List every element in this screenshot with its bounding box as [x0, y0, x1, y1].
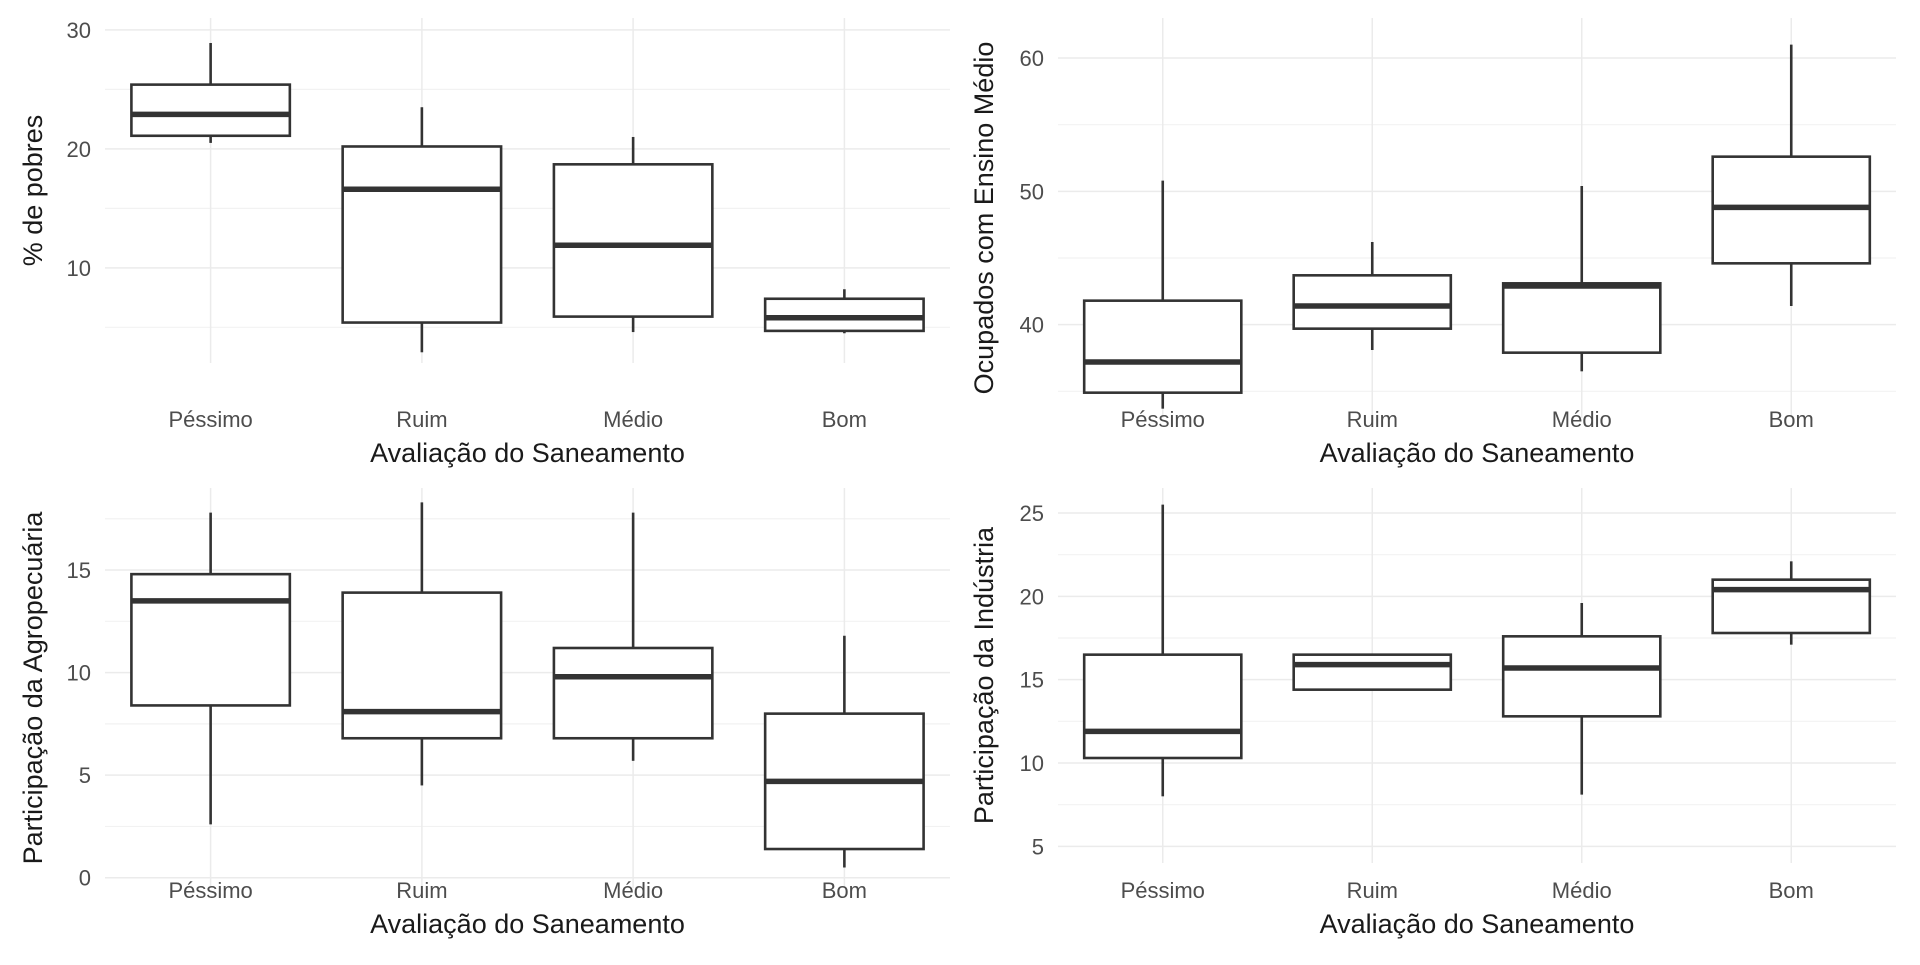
- box-bom: [1711, 44, 1872, 306]
- x-tick-label: Médio: [603, 407, 663, 432]
- x-axis-title: Avaliação do Saneamento: [370, 438, 685, 468]
- y-axis-title: % de pobres: [18, 115, 48, 267]
- y-tick-label: 15: [67, 558, 91, 583]
- box-iqr: [341, 591, 503, 740]
- x-axis-title: Avaliação do Saneamento: [1320, 909, 1635, 939]
- x-tick-label: Bom: [1769, 878, 1814, 903]
- y-tick-label: 10: [67, 661, 91, 686]
- y-tick-label: 10: [1020, 751, 1044, 776]
- box-iqr: [1501, 282, 1662, 354]
- panel-top-left: 10 20 30 Péssimo Ruim Médio Bom Avaliação do Sa…: [18, 18, 950, 468]
- y-tick-label: 50: [1020, 179, 1044, 204]
- x-tick-label: Ruim: [396, 878, 447, 903]
- box-péssimo: [1082, 504, 1243, 797]
- box-ruim: [1292, 242, 1453, 350]
- y-tick-label: 15: [1020, 668, 1044, 693]
- box-iqr: [1501, 635, 1662, 718]
- box-ruim: [1292, 653, 1453, 691]
- box-iqr: [130, 83, 292, 138]
- x-tick-label: Ruim: [396, 407, 447, 432]
- x-tick-label: Bom: [822, 407, 867, 432]
- panel-bottom-left: 0 5 10 15 Péssimo Ruim Médio Bom Avaliação do Sa…: [18, 488, 950, 939]
- y-tick-label: 60: [1020, 46, 1044, 71]
- box-iqr: [341, 145, 503, 324]
- x-tick-label: Bom: [822, 878, 867, 903]
- box-iqr: [1292, 653, 1453, 691]
- box-péssimo: [1082, 180, 1243, 409]
- box-bom: [763, 289, 925, 334]
- y-tick-label: 30: [67, 18, 91, 43]
- box-iqr: [552, 163, 714, 318]
- x-tick-label: Médio: [1552, 878, 1612, 903]
- y-tick-label: 25: [1020, 501, 1044, 526]
- box-péssimo: [130, 512, 292, 825]
- x-tick-label: Ruim: [1347, 407, 1398, 432]
- box-ruim: [341, 502, 503, 786]
- y-axis-title: Participação da Agropecuária: [18, 511, 48, 865]
- x-tick-label: Ruim: [1347, 878, 1398, 903]
- y-tick-label: 0: [79, 866, 91, 891]
- y-axis-title: Ocupados com Ensino Médio: [969, 42, 999, 395]
- x-tick-label: Médio: [603, 878, 663, 903]
- x-tick-label: Bom: [1769, 407, 1814, 432]
- panel-top-right: 40 50 60 Péssimo Ruim Médio Bom Avaliação do Sa…: [969, 18, 1896, 468]
- box-iqr: [1082, 653, 1243, 760]
- box-médio: [552, 136, 714, 333]
- x-tick-label: Péssimo: [1121, 878, 1205, 903]
- y-tick-label: 40: [1020, 313, 1044, 338]
- y-tick-label: 10: [67, 256, 91, 281]
- x-axis-title: Avaliação do Saneamento: [1320, 438, 1635, 468]
- box-médio: [1501, 603, 1662, 795]
- x-tick-label: Péssimo: [168, 878, 252, 903]
- box-médio: [552, 512, 714, 761]
- box-iqr: [763, 297, 925, 333]
- x-tick-label: Péssimo: [168, 407, 252, 432]
- box-médio: [1501, 186, 1662, 372]
- x-tick-label: Médio: [1552, 407, 1612, 432]
- box-iqr: [1292, 274, 1453, 330]
- box-bom: [763, 635, 925, 868]
- box-bom: [1711, 561, 1872, 645]
- box-iqr: [130, 572, 292, 707]
- box-iqr: [552, 646, 714, 740]
- box-iqr: [1082, 299, 1243, 394]
- y-tick-label: 5: [79, 763, 91, 788]
- box-péssimo: [130, 42, 292, 143]
- box-ruim: [341, 107, 503, 353]
- x-tick-label: Péssimo: [1121, 407, 1205, 432]
- panel-bottom-right: 5 10 15 20 25 Péssimo Ruim Médio Bom Avaliação do…: [969, 488, 1896, 939]
- x-axis-title: Avaliação do Saneamento: [370, 909, 685, 939]
- y-tick-label: 5: [1032, 834, 1044, 859]
- y-tick-label: 20: [1020, 584, 1044, 609]
- y-axis-title: Participação da Indústria: [969, 526, 999, 824]
- y-tick-label: 20: [67, 137, 91, 162]
